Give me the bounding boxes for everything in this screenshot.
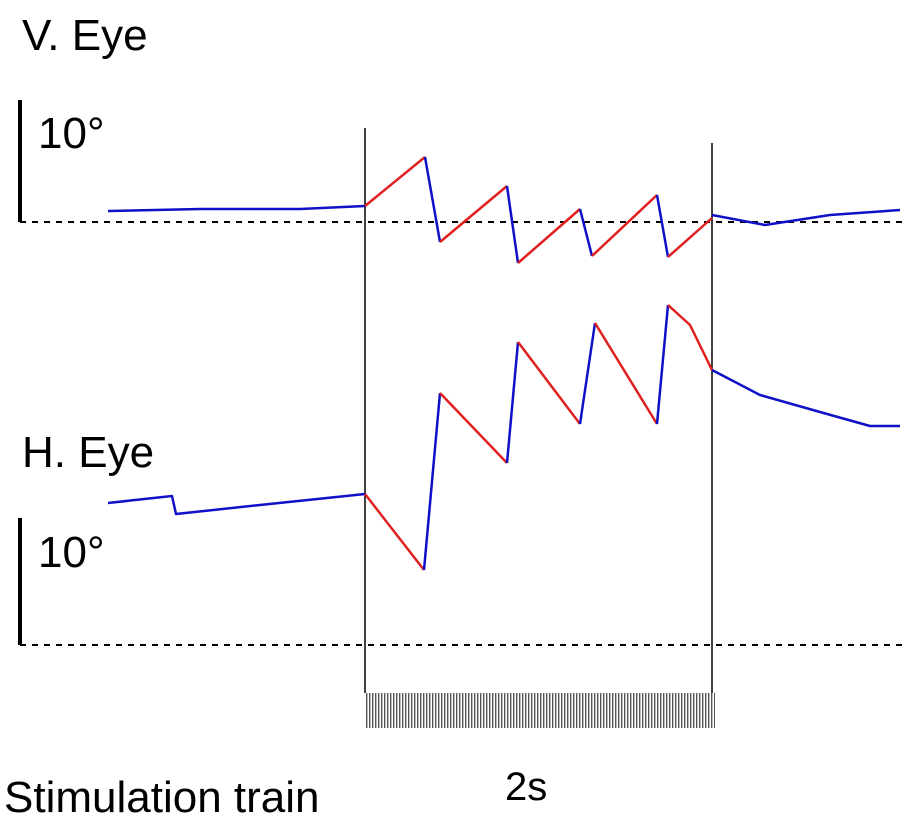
h-trace <box>578 322 597 425</box>
duration-label: 2s <box>505 765 547 809</box>
v-trace <box>591 194 658 257</box>
h-trace <box>422 392 442 571</box>
h-trace <box>364 493 425 571</box>
h-trace <box>667 304 714 371</box>
v-trace <box>517 208 581 264</box>
h-trace <box>107 492 366 516</box>
v-trace <box>711 208 901 227</box>
stim-train <box>365 693 715 728</box>
h-eye-label: H. Eye <box>22 428 154 477</box>
v-trace <box>107 204 366 213</box>
h-trace <box>655 304 670 425</box>
h-trace <box>439 392 508 464</box>
h-scale-label: 10° <box>38 528 105 577</box>
v-trace <box>439 185 508 243</box>
h-trace <box>517 341 581 425</box>
v-eye-label: V. Eye <box>22 11 148 60</box>
h-trace <box>711 368 900 428</box>
v-trace <box>364 156 426 207</box>
v-trace <box>423 156 442 243</box>
v-trace <box>655 194 670 258</box>
h-trace <box>505 341 520 464</box>
stim-label: Stimulation train <box>4 773 319 816</box>
v-trace <box>667 217 713 258</box>
v-trace <box>578 208 594 257</box>
v-trace <box>505 185 520 264</box>
v-scale-label: 10° <box>38 109 105 158</box>
h-trace <box>593 322 659 425</box>
